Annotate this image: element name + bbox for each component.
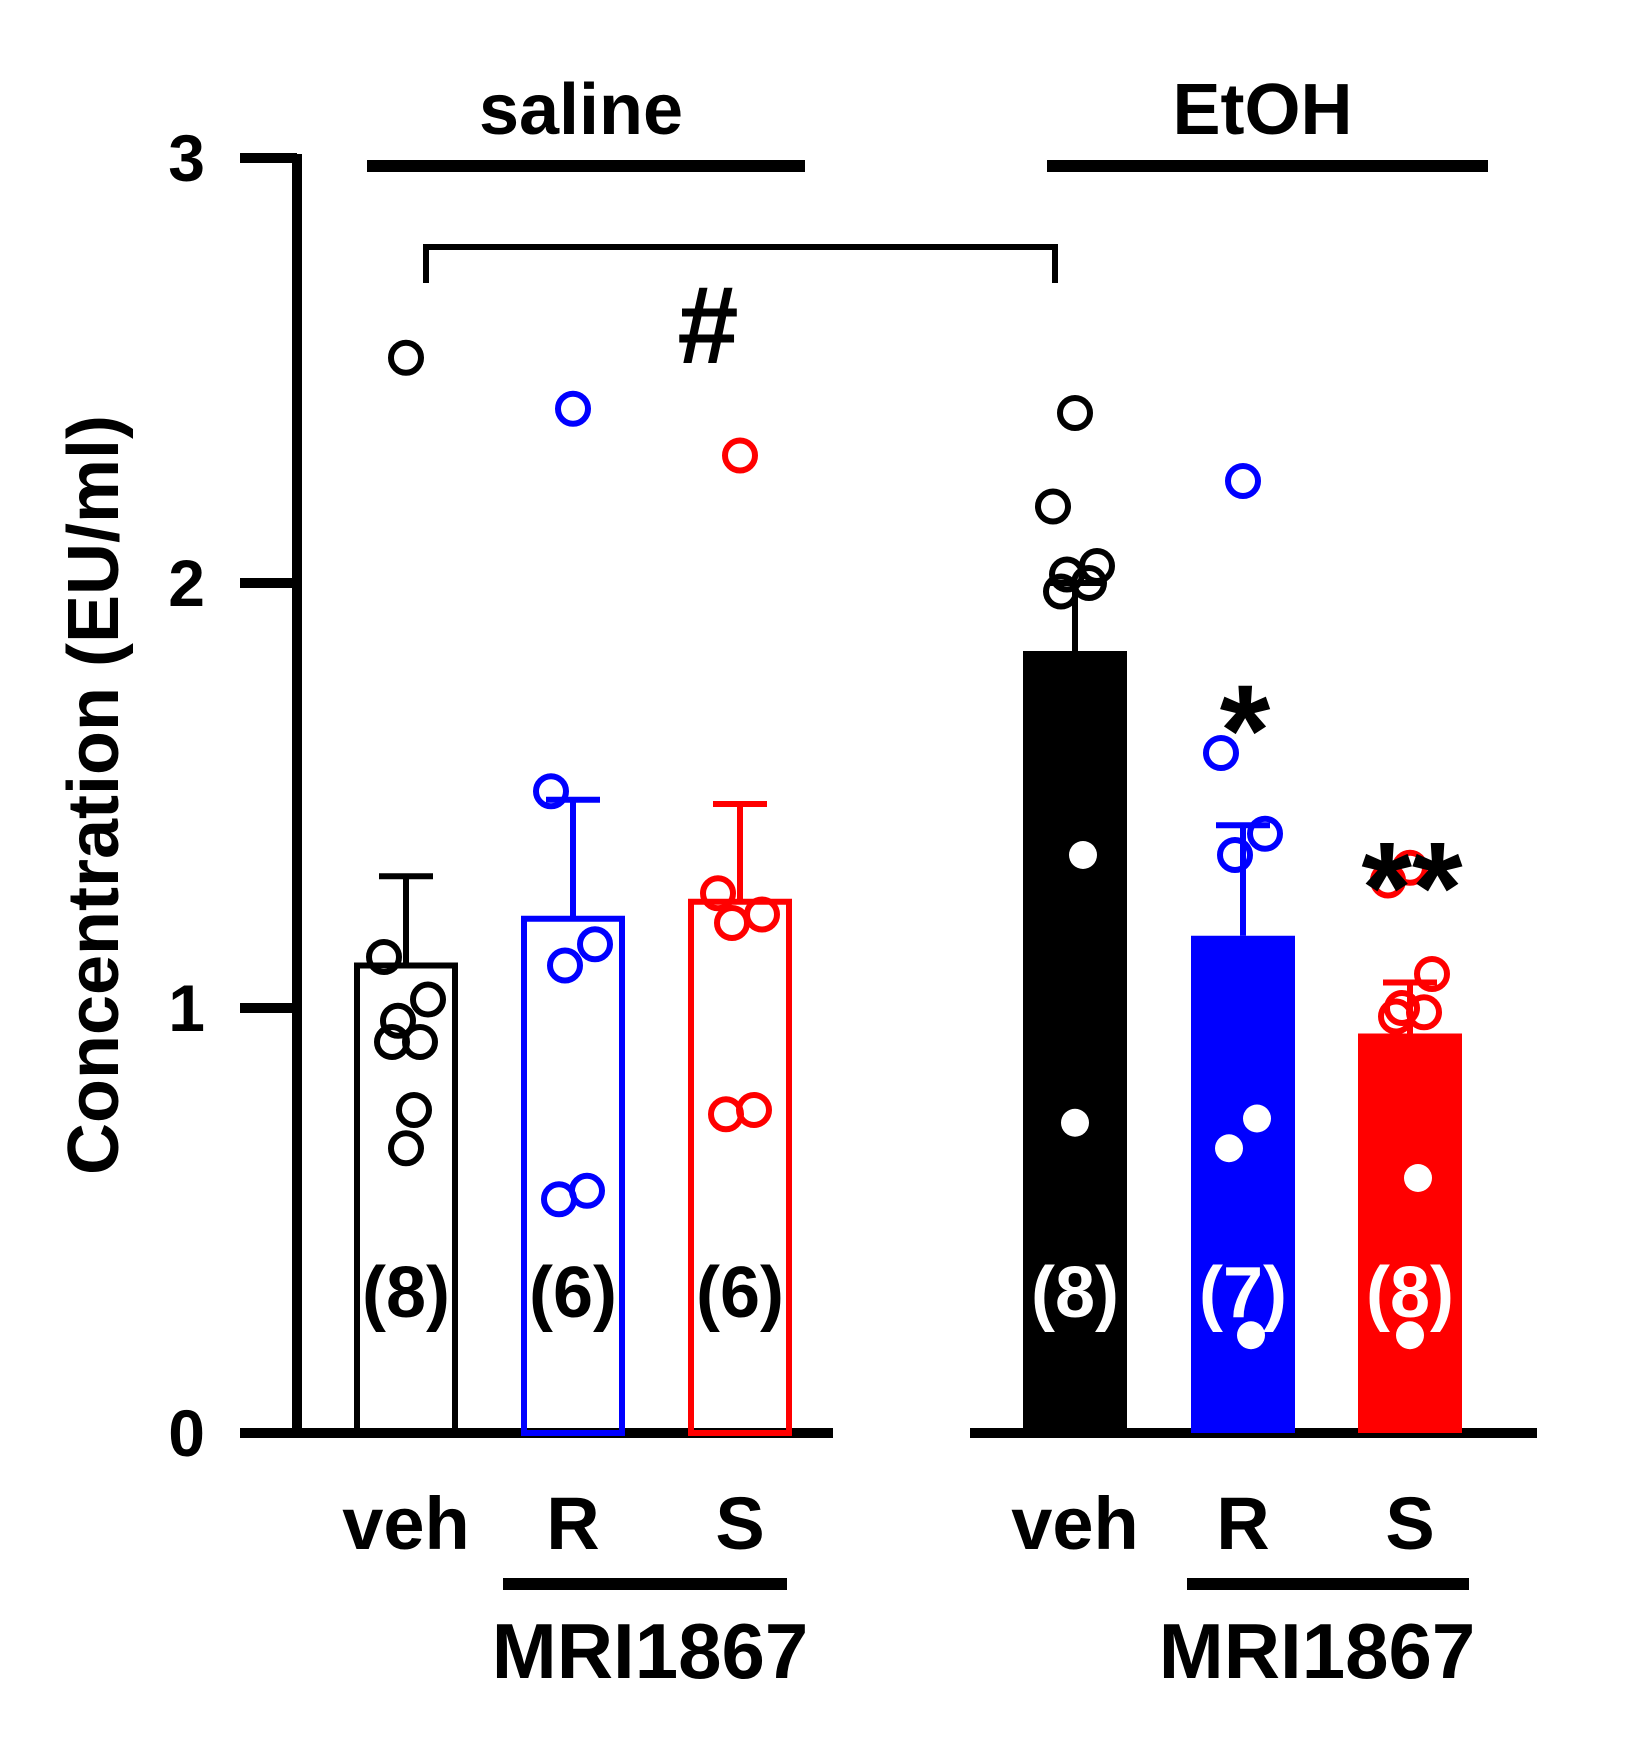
significance-label: ** [1361,815,1463,961]
y-axis-label: Concentration (EU/ml) [54,415,134,1175]
data-point [396,1092,432,1128]
group-label: EtOH [1173,70,1353,150]
comparison-symbol: # [677,264,738,387]
y-tick-label: 2 [168,546,205,620]
bar [521,915,625,1436]
data-point [1378,998,1414,1035]
data-point [374,1024,410,1060]
treatment-label: MRI1867 [1159,1607,1476,1695]
data-point [700,875,736,912]
bar [354,962,458,1436]
data-point [1049,556,1085,593]
data-point [388,339,424,376]
group-label: saline [479,70,683,150]
data-point [1243,1104,1271,1133]
y-tick-label: 3 [168,121,205,195]
data-point [1414,956,1450,992]
data-point [366,939,402,975]
data-point [1404,1164,1432,1192]
n-label: (7) [1199,1253,1287,1333]
data-point [1225,463,1261,499]
data-point [722,437,758,474]
data-point [388,1130,424,1167]
data-point [1069,841,1097,869]
significance-label: * [1220,657,1271,803]
data-point [1370,862,1406,899]
data-point [714,905,750,941]
bar [1023,651,1127,1433]
bar [1191,935,1295,1433]
data-point [380,1002,416,1039]
y-tick-label: 1 [168,971,205,1045]
x-tick-label: R [546,1482,599,1565]
y-tick-label: 0 [168,1396,205,1470]
data-point [1237,1321,1265,1350]
data-point [1035,488,1071,525]
data-point [547,947,583,984]
data-point [410,981,446,1018]
n-label: (8) [1031,1253,1119,1333]
data-point [1217,837,1253,873]
data-point [1061,1108,1089,1137]
data-point [1043,573,1079,610]
treatment-label: MRI1867 [492,1607,809,1695]
data-point [1203,735,1239,771]
x-tick-label: S [715,1482,764,1565]
data-point [1215,1134,1243,1163]
n-label: (8) [362,1253,450,1333]
comparison-bracket [423,244,1058,283]
x-tick-label: S [1385,1482,1434,1565]
data-point [555,390,591,427]
data-point [736,1092,772,1128]
x-tick-label: veh [1011,1482,1139,1565]
data-point [1247,815,1283,852]
data-point [533,773,569,810]
data-point [708,1096,744,1133]
x-tick-label: R [1216,1482,1269,1565]
x-tick-label: veh [342,1482,470,1565]
bar [1358,1033,1462,1433]
data-point [541,1181,577,1218]
data-point [1396,1321,1424,1350]
data-point [577,926,613,963]
n-label: (6) [696,1253,784,1333]
bar [688,898,792,1436]
n-label: (6) [529,1253,617,1333]
data-point [1057,395,1093,431]
n-label: (8) [1366,1253,1454,1333]
